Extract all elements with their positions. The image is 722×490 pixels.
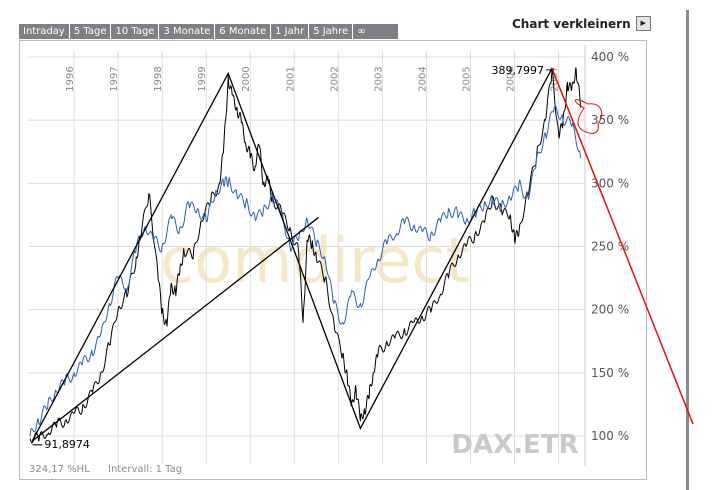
y-tick-label: 100 % <box>591 429 629 443</box>
low-value-label: 91,8974 <box>44 438 90 451</box>
x-tick-label: 1999 <box>197 66 208 91</box>
x-tick-label: 2003 <box>373 66 384 91</box>
footer-value: 324,17 %HL <box>29 464 90 475</box>
blue-series-line <box>29 105 582 437</box>
high-value-label: 389,7997 <box>491 64 544 77</box>
tab-3-months[interactable]: 3 Monate <box>159 24 216 39</box>
y-axis-labels: 100 % 150 % 200 % 250 % 300 % 350 % 400 % <box>591 50 629 443</box>
series-lines <box>29 67 582 444</box>
x-tick-label: 2000 <box>241 66 252 91</box>
x-tick-label: 2006 <box>506 66 517 91</box>
trend-line <box>31 68 553 442</box>
x-tick-label: 1996 <box>65 66 76 91</box>
y-tick-label: 400 % <box>591 50 629 64</box>
x-tick-label: 2007 <box>550 66 561 91</box>
black-series-line <box>29 67 582 444</box>
overlay-lines <box>31 68 694 442</box>
y-tick-label: 300 % <box>591 176 629 190</box>
y-tick-label: 350 % <box>591 113 629 127</box>
shrink-chart-button[interactable]: Chart verkleinern ▶ <box>512 16 651 31</box>
chart-frame <box>19 40 647 480</box>
x-tick-label: 1998 <box>153 66 164 91</box>
time-range-tabs: Intraday 5 Tage 10 Tage 3 Monate 6 Monat… <box>19 24 398 39</box>
chart-grid <box>28 45 586 466</box>
support-line <box>31 216 319 442</box>
page-scrollbar[interactable] <box>686 10 689 490</box>
x-tick-label: 2001 <box>285 66 296 91</box>
chart-watermark: comdirect <box>160 224 470 297</box>
y-tick-label: 200 % <box>591 303 629 317</box>
tab-5-years[interactable]: 5 Jahre <box>309 24 354 39</box>
red-down-arrow-line <box>551 68 694 425</box>
tab-all-time[interactable]: ∞ <box>357 26 366 37</box>
tab-1-year[interactable]: 1 Jahr <box>271 24 310 39</box>
tab-6-months[interactable]: 6 Monate <box>215 24 272 39</box>
x-tick-label: 1997 <box>109 66 120 91</box>
red-circle-annotation <box>574 99 603 134</box>
tab-5-days[interactable]: 5 Tage <box>70 24 112 39</box>
x-axis-labels: 1996 1997 1998 1999 2000 2001 2002 2003 2004 2005… <box>65 66 561 91</box>
y-tick-label: 150 % <box>591 366 629 380</box>
y-tick-label: 250 % <box>591 240 629 254</box>
tab-intraday[interactable]: Intraday <box>19 24 70 39</box>
tab-10-days[interactable]: 10 Tage <box>111 24 160 39</box>
instrument-label: DAX.ETR <box>451 430 578 460</box>
play-triangle-icon[interactable]: ▶ <box>635 16 651 31</box>
annotations: 389,7997 91,8974 <box>32 64 554 451</box>
x-tick-label: 2005 <box>461 66 472 91</box>
x-tick-label: 2004 <box>417 66 428 91</box>
x-tick-label: 2002 <box>329 66 340 91</box>
shrink-chart-label: Chart verkleinern <box>512 16 631 31</box>
footer-interval: Intervall: 1 Tag <box>108 464 183 475</box>
